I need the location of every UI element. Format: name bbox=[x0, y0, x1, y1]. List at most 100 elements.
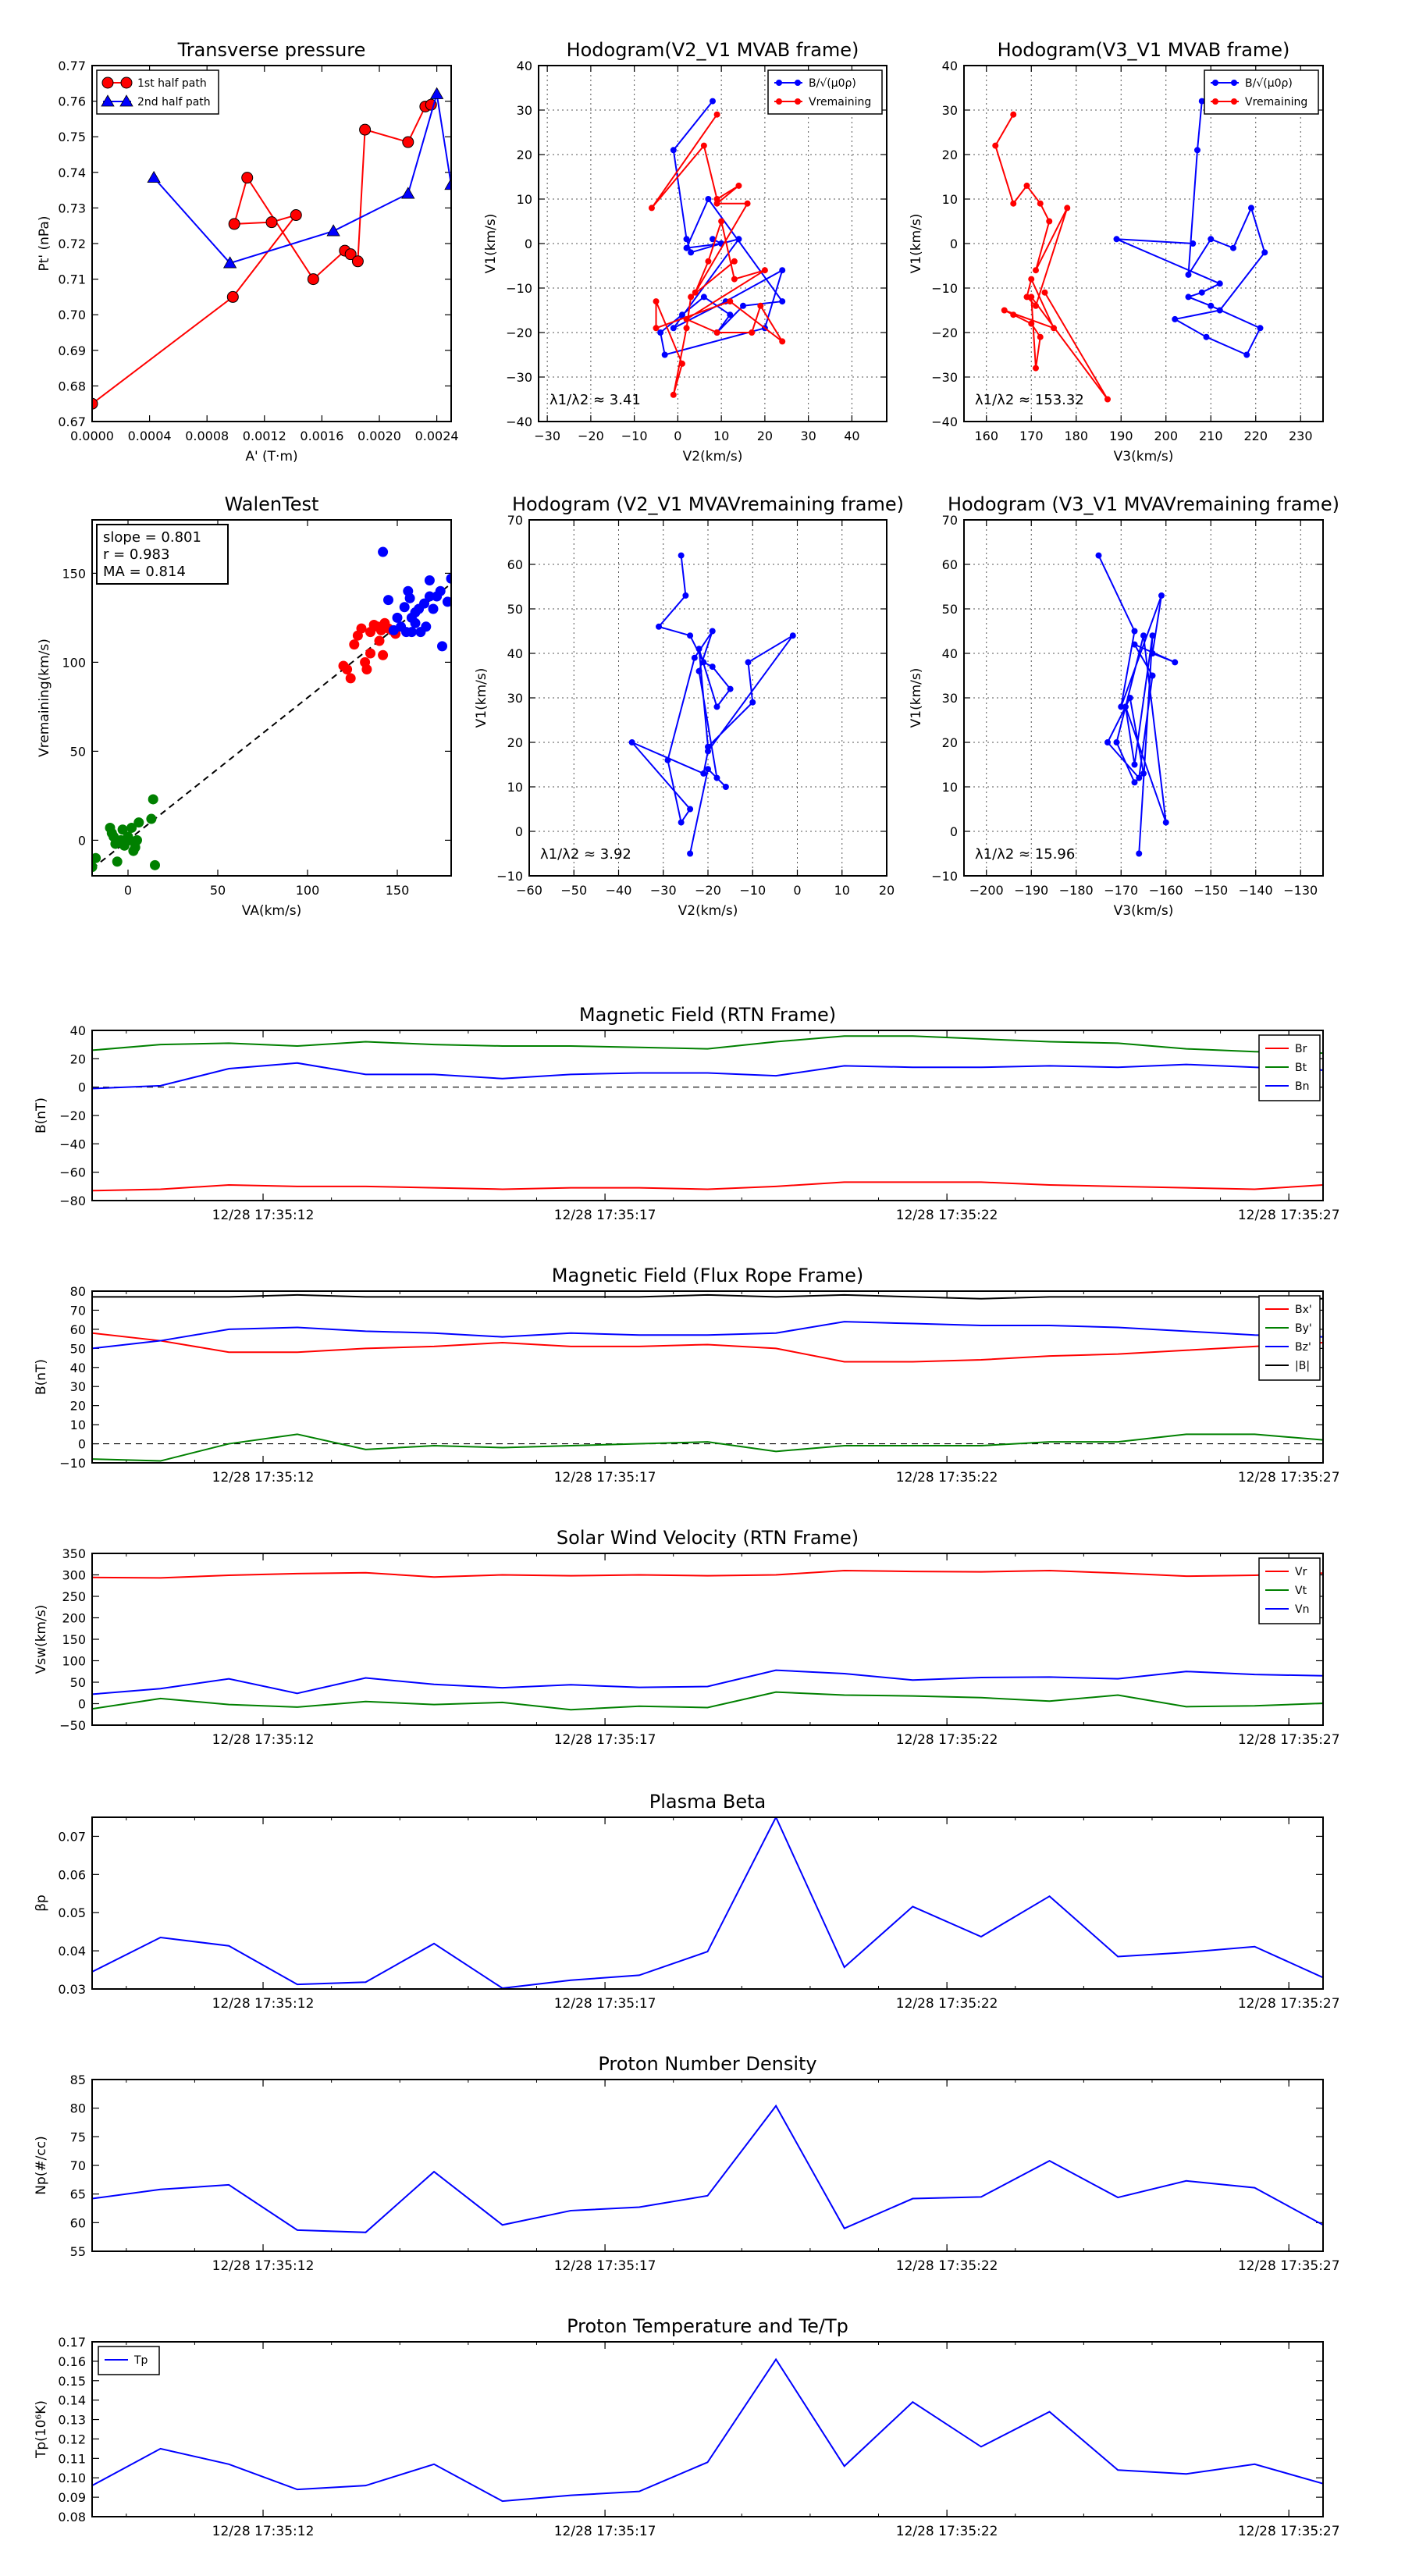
series-Vt bbox=[92, 1691, 1323, 1711]
data-point bbox=[705, 748, 711, 755]
x-tick-label: 12/28 17:35:17 bbox=[554, 2258, 656, 2274]
panel-title: Magnetic Field (RTN Frame) bbox=[579, 1004, 836, 1026]
y-tick-label: 0.68 bbox=[58, 379, 86, 393]
data-point bbox=[1231, 80, 1237, 86]
data-point bbox=[124, 834, 135, 845]
y-axis-label: V1(km/s) bbox=[909, 214, 924, 274]
plot-frame bbox=[528, 519, 887, 877]
data-point bbox=[648, 205, 655, 212]
y-tick-label: 10 bbox=[517, 192, 532, 207]
series-Br bbox=[92, 1181, 1323, 1192]
y-tick-label: 50 bbox=[507, 602, 523, 617]
y-tick-label: 85 bbox=[70, 2073, 86, 2087]
data-point bbox=[359, 123, 372, 136]
data-point bbox=[761, 267, 768, 274]
y-tick-label: −50 bbox=[59, 1718, 86, 1733]
y-tick-label: 0.17 bbox=[58, 2335, 86, 2350]
x-tick-label: −30 bbox=[534, 429, 560, 443]
y-tick-label: 0.71 bbox=[58, 272, 86, 287]
data-point bbox=[446, 573, 451, 584]
data-point bbox=[1216, 307, 1223, 314]
data-point bbox=[1051, 325, 1057, 332]
data-point bbox=[133, 817, 144, 828]
data-point bbox=[148, 794, 158, 805]
data-point bbox=[709, 664, 716, 671]
y-axis-label: V1(km/s) bbox=[909, 668, 924, 728]
y-tick-label: 0.76 bbox=[58, 94, 86, 109]
series-beta bbox=[92, 1817, 1323, 1989]
data-point bbox=[228, 218, 240, 230]
data-point bbox=[401, 187, 415, 199]
y-tick-label: 40 bbox=[507, 646, 523, 661]
data-point bbox=[429, 87, 444, 99]
x-tick-label: 12/28 17:35:12 bbox=[212, 2524, 315, 2539]
legend-entry: 2nd half path bbox=[137, 96, 211, 109]
x-tick-label: 10 bbox=[713, 429, 729, 443]
data-point bbox=[1230, 244, 1236, 251]
y-tick-label: 20 bbox=[507, 735, 523, 750]
y-tick-label: 70 bbox=[942, 513, 958, 528]
legend-entry: B/√(μ0ρ) bbox=[809, 77, 856, 90]
data-point bbox=[779, 267, 786, 274]
y-tick-label: 0.04 bbox=[58, 1944, 86, 1959]
eigenvalue-ratio: λ1/λ2 ≈ 3.92 bbox=[540, 846, 631, 863]
data-point bbox=[1185, 271, 1192, 278]
y-axis-label: V1(km/s) bbox=[474, 668, 489, 728]
x-tick-label: 12/28 17:35:22 bbox=[896, 1208, 998, 1223]
data-point bbox=[345, 673, 356, 684]
y-tick-label: 50 bbox=[70, 1675, 86, 1690]
y-tick-label: 0.74 bbox=[58, 165, 86, 180]
data-point bbox=[110, 838, 121, 849]
y-tick-label: 50 bbox=[70, 744, 86, 759]
x-tick-label: 12/28 17:35:12 bbox=[212, 1208, 315, 1223]
x-tick-label: 0.0024 bbox=[415, 429, 459, 443]
data-point bbox=[1095, 552, 1102, 559]
x-tick-label: 12/28 17:35:22 bbox=[896, 2258, 998, 2274]
x-tick-label: 12/28 17:35:17 bbox=[554, 1732, 656, 1748]
data-point bbox=[378, 546, 389, 557]
data-point bbox=[1037, 333, 1044, 340]
y-axis-label: βp bbox=[34, 1895, 49, 1912]
time-panel-5: 12/28 17:35:12 12/28 17:35:17 12/28 17:35:… bbox=[34, 2053, 1340, 2274]
x-tick-label: −20 bbox=[695, 883, 721, 898]
x-tick-label: 12/28 17:35:17 bbox=[554, 1996, 656, 2012]
y-tick-label: 100 bbox=[62, 655, 86, 670]
y-tick-label: 70 bbox=[70, 2158, 86, 2173]
panel-title: Proton Number Density bbox=[598, 2053, 816, 2075]
data-point bbox=[424, 591, 435, 602]
legend-entry: Br bbox=[1295, 1043, 1307, 1055]
y-tick-label: 30 bbox=[517, 103, 532, 118]
data-point bbox=[1028, 276, 1035, 283]
data-point bbox=[628, 739, 635, 745]
x-tick-label: 10 bbox=[834, 883, 850, 898]
data-point bbox=[700, 142, 707, 149]
panel-title: Hodogram(V3_V1 MVAB frame) bbox=[998, 39, 1290, 61]
y-tick-label: 0 bbox=[525, 237, 532, 251]
x-tick-label: 230 bbox=[1289, 429, 1313, 443]
series-Tp bbox=[92, 2357, 1323, 2503]
x-tick-label: 12/28 17:35:17 bbox=[554, 2524, 656, 2539]
data-point bbox=[1212, 98, 1218, 105]
y-tick-label: 0.13 bbox=[58, 2413, 86, 2428]
y-tick-label: 0.77 bbox=[58, 59, 86, 73]
data-point bbox=[664, 756, 671, 763]
data-point bbox=[1203, 333, 1210, 340]
y-tick-label: −20 bbox=[931, 326, 958, 340]
legend-box bbox=[767, 69, 883, 115]
y-tick-label: 30 bbox=[942, 691, 958, 706]
series-|B| bbox=[92, 1293, 1323, 1300]
data-point bbox=[92, 397, 98, 410]
y-tick-label: 75 bbox=[70, 2129, 86, 2144]
series-Vr bbox=[92, 1569, 1323, 1579]
legend: B/√(μ0ρ) Vremaining bbox=[767, 69, 883, 115]
y-tick-label: 30 bbox=[942, 103, 958, 118]
x-tick-label: 12/28 17:35:17 bbox=[554, 1208, 656, 1223]
data-point bbox=[1010, 111, 1017, 118]
x-tick-label: −10 bbox=[739, 883, 766, 898]
data-point bbox=[106, 827, 117, 838]
legend: Br Bt Bn bbox=[1258, 1034, 1321, 1101]
data-point bbox=[656, 623, 663, 630]
panel-title: Solar Wind Velocity (RTN Frame) bbox=[557, 1527, 859, 1549]
stats-line: r = 0.983 bbox=[103, 546, 169, 563]
x-tick-label: −200 bbox=[969, 883, 1004, 898]
